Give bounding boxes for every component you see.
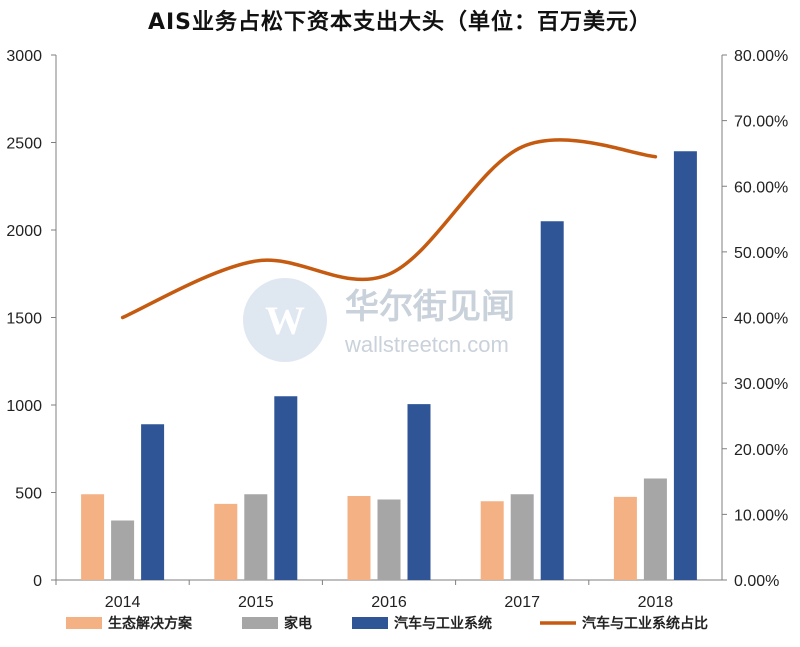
left-tick-label: 3000 [6, 48, 42, 65]
right-tick-label: 70.00% [734, 114, 788, 131]
right-tick-label: 40.00% [734, 311, 788, 328]
right-tick-label: 20.00% [734, 442, 788, 459]
left-tick-label: 1000 [6, 398, 42, 415]
axes: 0 500 1000 1500 2000 2500 3000 0.00% 10.00% 20.00… [6, 48, 788, 611]
bar-2014-2 [141, 424, 165, 580]
bar-2015-1 [244, 494, 268, 580]
bar-2016-1 [377, 499, 401, 580]
bar-2014-1 [111, 520, 135, 580]
left-tick-label: 2500 [6, 136, 42, 153]
x-tick-label: 2018 [638, 594, 674, 611]
legend: 生态解决方案 家电 汽车与工业系统 汽车与工业系统占比 [66, 615, 708, 632]
x-tick-label: 2017 [504, 594, 540, 611]
bars [81, 151, 697, 580]
right-tick-label: 0.00% [734, 573, 779, 590]
watermark-name: 华尔街见闻 [345, 287, 515, 327]
x-tick-label: 2016 [371, 594, 407, 611]
share-line [120, 138, 658, 320]
legend-label-2: 汽车与工业系统 [394, 615, 492, 632]
watermark-circle [243, 278, 327, 362]
bar-2018-1 [643, 478, 667, 580]
x-tick-label: 2014 [105, 594, 141, 611]
left-tick-label: 1500 [6, 311, 42, 328]
bar-2015-2 [274, 396, 298, 580]
bar-2016-0 [347, 496, 371, 580]
right-tick-label: 50.00% [734, 245, 788, 262]
left-tick-label: 0 [33, 573, 42, 590]
legend-swatch-1 [242, 617, 278, 629]
chart-title: AIS业务占松下资本支出大头（单位：百万美元） [147, 10, 653, 35]
bar-2017-1 [510, 494, 534, 580]
x-tick-label: 2015 [238, 594, 274, 611]
legend-label-3: 汽车与工业系统占比 [582, 615, 708, 632]
bar-2015-0 [214, 503, 238, 580]
right-tick-label: 10.00% [734, 507, 788, 524]
left-tick-label: 500 [15, 486, 42, 503]
bar-2016-2 [407, 404, 431, 580]
legend-swatch-0 [66, 617, 102, 629]
left-tick-label: 2000 [6, 223, 42, 240]
watermark-url: wallstreetcn.com [344, 332, 509, 357]
bar-2018-0 [613, 496, 637, 580]
right-tick-label: 60.00% [734, 179, 788, 196]
right-tick-label: 80.00% [734, 48, 788, 65]
bar-2017-2 [540, 221, 564, 580]
bar-2018-2 [673, 151, 697, 580]
watermark-logo-letter: W [265, 298, 305, 343]
bar-2014-0 [81, 494, 105, 580]
legend-label-0: 生态解决方案 [108, 615, 193, 632]
watermark-logo: W 华尔街见闻 wallstreetcn.com [243, 278, 515, 362]
bar-2017-0 [480, 501, 504, 580]
legend-label-1: 家电 [284, 615, 312, 632]
legend-swatch-2 [352, 617, 388, 629]
right-tick-label: 30.00% [734, 376, 788, 393]
